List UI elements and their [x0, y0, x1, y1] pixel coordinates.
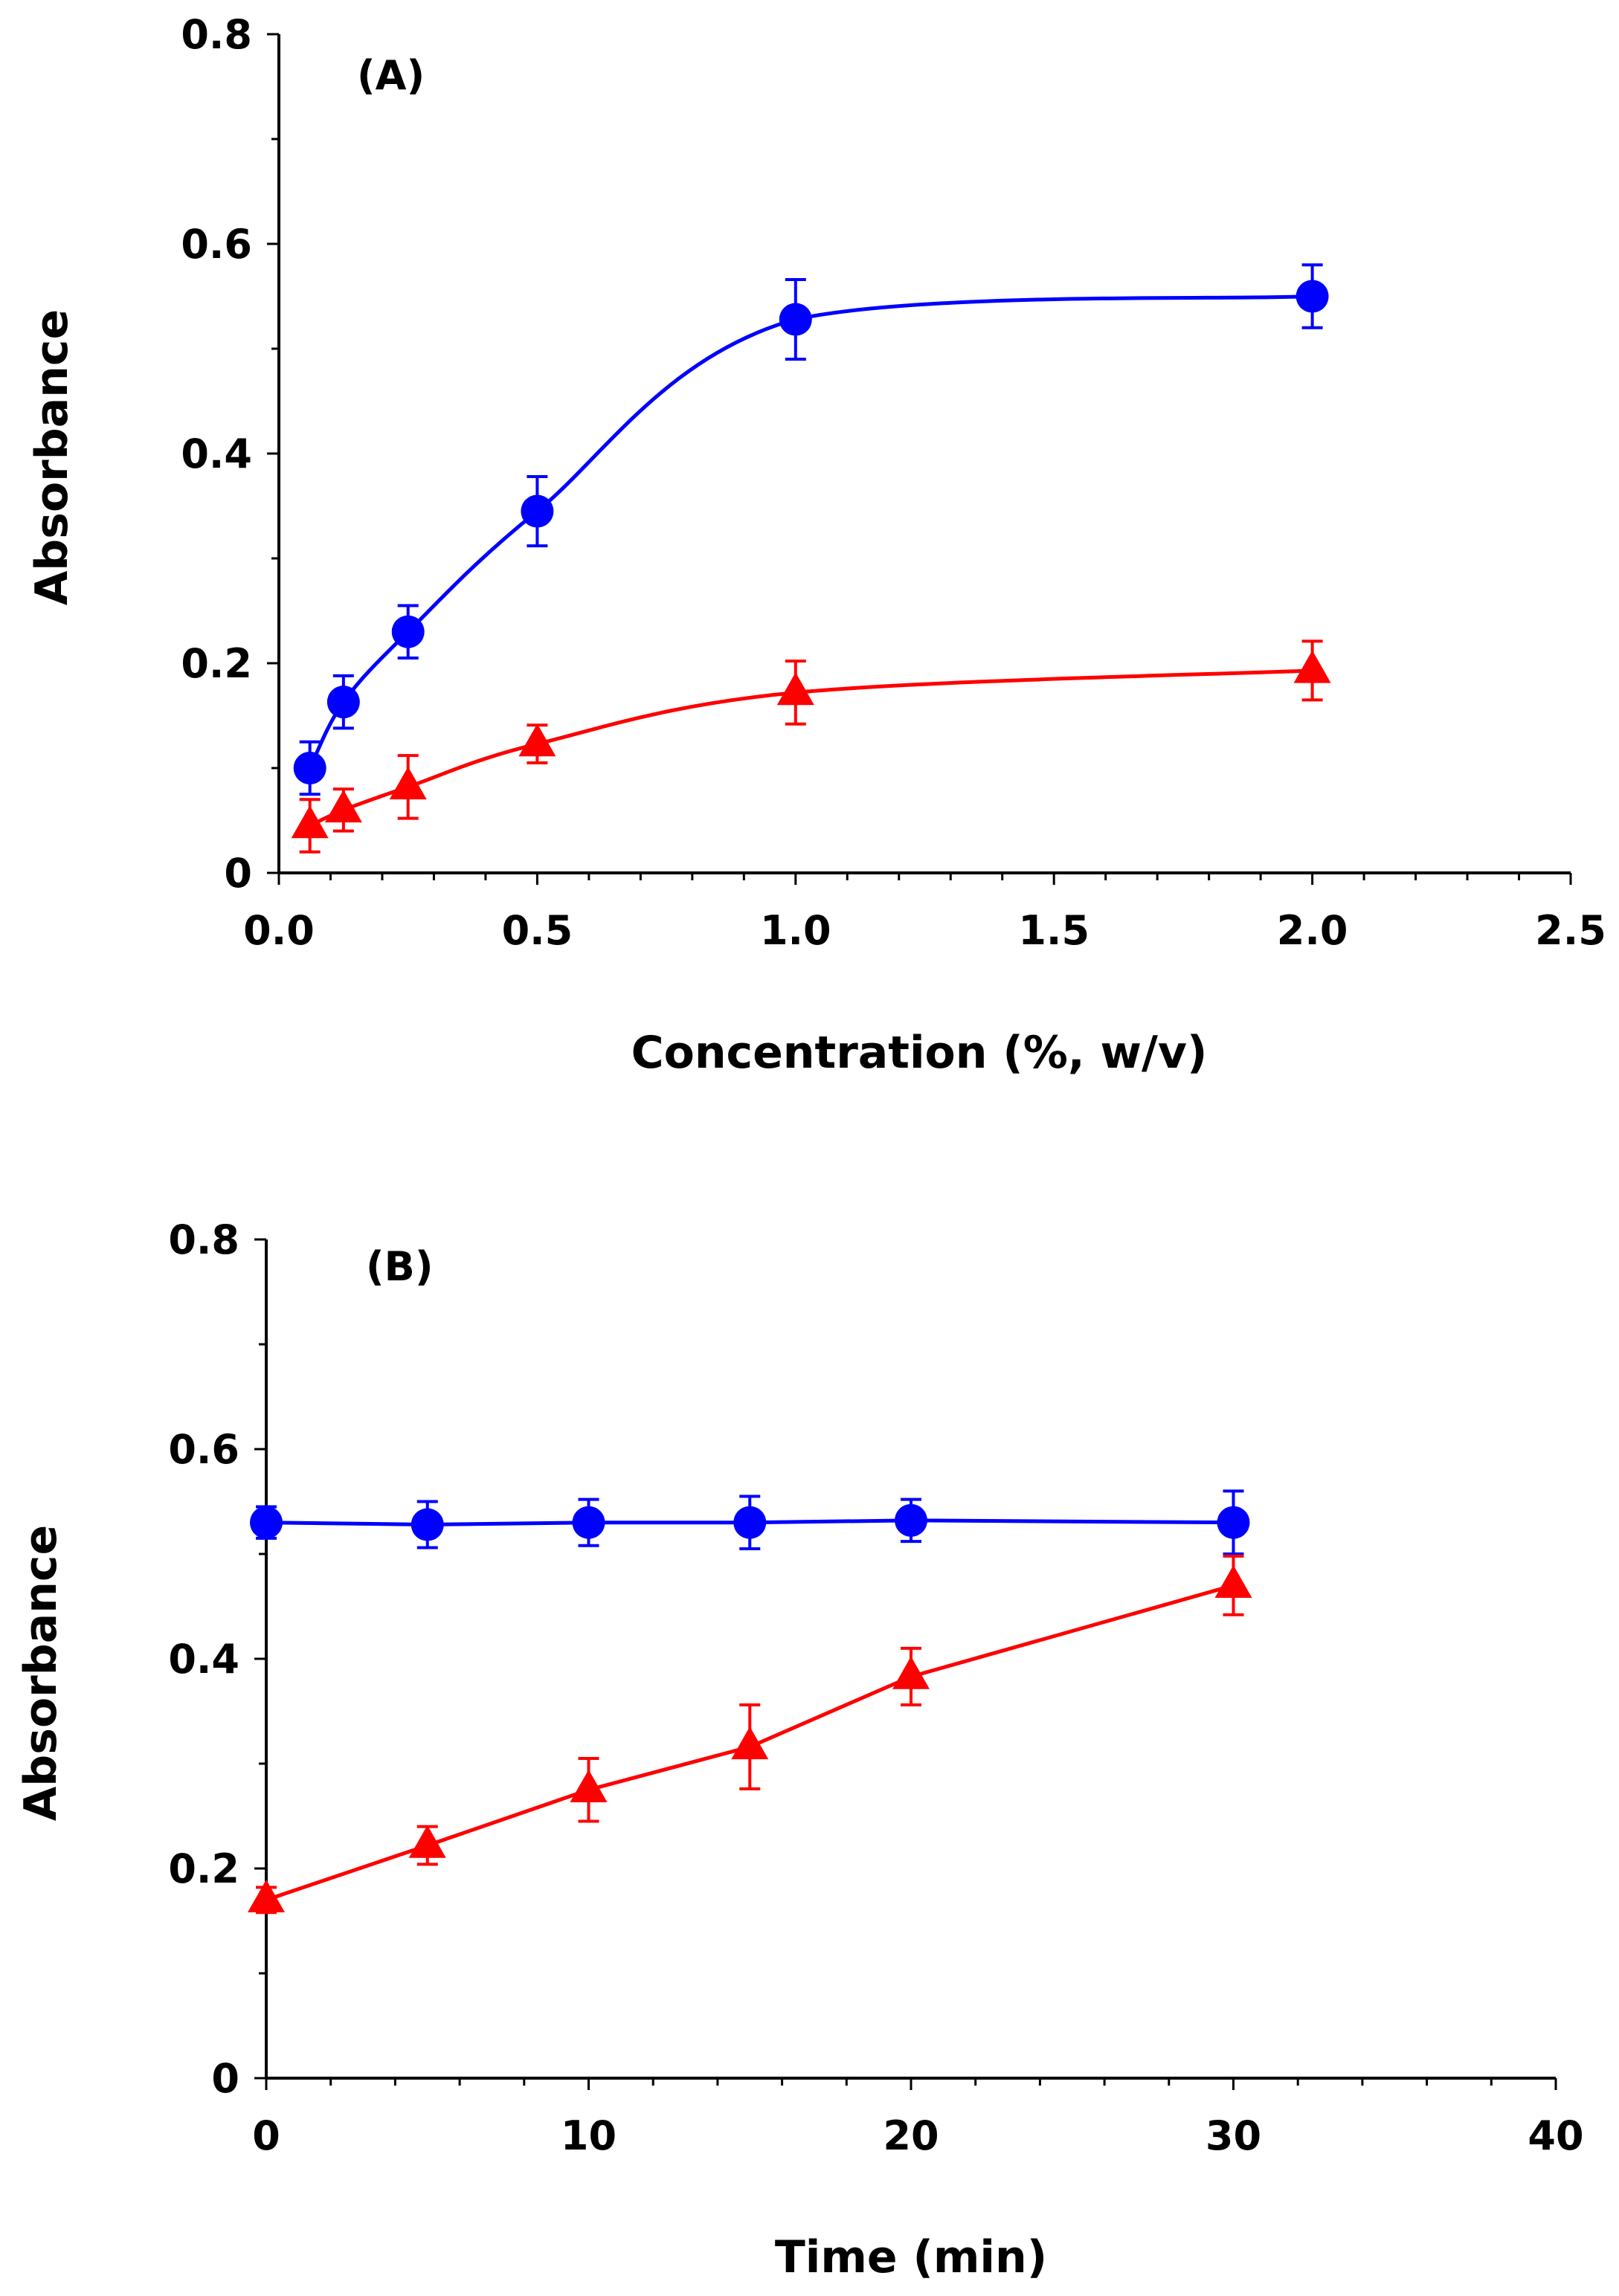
panel-b-x-tick-label: 0 — [252, 2112, 280, 2159]
panel-b-x-tick-label: 30 — [1206, 2112, 1261, 2159]
panel-a-x-tick-label: 0.0 — [243, 907, 315, 954]
panel-a-y-axis-title: Absorbance — [26, 309, 78, 605]
panel-a-triangle-data-point — [291, 805, 329, 839]
panel-b-x-tick-label: 10 — [561, 2112, 617, 2159]
panel-b-y-tick-label: 0.4 — [168, 1636, 239, 1683]
panel-a-x-tick-label: 2.5 — [1535, 907, 1606, 954]
panel-a-x-axis-title: Concentration (%, w/v) — [631, 1027, 1208, 1079]
panel-b-triangle-series-line — [265, 1583, 1235, 1902]
panel-b-y-tick-label: 0 — [211, 2055, 239, 2102]
panel-b-triangle-data-point — [892, 1656, 930, 1689]
panel-a-x-tick-label: 1.0 — [760, 907, 831, 954]
panel-b-triangle-data-point — [570, 1769, 608, 1802]
panel-b-y-tick-label: 0.6 — [168, 1426, 239, 1473]
panel-a-triangle-data-point — [324, 790, 362, 823]
panel-b-chart: (B) Time (min) Absorbance 0 0.2 0.4 0.6 0.8 0… — [15, 1216, 1584, 2283]
panel-a-triangle-series-line — [309, 668, 1313, 828]
panel-b-circle-data-point — [895, 1503, 927, 1537]
panel-a-triangle-data-point — [776, 672, 814, 706]
panel-a-triangle-data-point — [1293, 650, 1331, 683]
panel-a-x-tick-label: 1.5 — [1018, 907, 1089, 954]
panel-a-y-tick-label: 0.6 — [181, 221, 252, 268]
panel-b-triangle-data-point — [248, 1880, 285, 1913]
panel-b-y-axis-title: Absorbance — [15, 1525, 67, 1821]
panel-a-circle-data-point — [779, 303, 812, 336]
panel-a-circle-data-point — [391, 615, 425, 648]
panel-a-triangle-data-point — [389, 767, 427, 800]
panel-a-circle-data-point — [293, 752, 326, 784]
panel-b-triangle-data-point — [731, 1726, 769, 1760]
panel-a-circle-data-point — [326, 686, 360, 719]
panel-b-circle-data-point — [572, 1506, 605, 1539]
panel-b-label: (B) — [366, 1243, 434, 1290]
panel-b-circle-series-line — [265, 1518, 1234, 1527]
panel-b-triangle-data-point — [1214, 1565, 1252, 1599]
panel-a-y-tick-label: 0.8 — [181, 11, 252, 58]
panel-b-triangle-data-point — [408, 1825, 446, 1858]
panel-a-y-tick-label: 0.4 — [181, 430, 252, 477]
panel-a-circle-data-point — [1295, 280, 1329, 313]
panel-b-circle-data-point — [250, 1506, 283, 1539]
panel-b-x-axis-title: Time (min) — [775, 2231, 1047, 2283]
panel-b-y-tick-label: 0.2 — [168, 1845, 239, 1892]
panel-a-chart: (A) Concentration (%, w/v) Absorbance 0 0… — [26, 11, 1606, 1079]
panel-a-label: (A) — [357, 52, 425, 99]
panel-a-x-tick-label: 0.5 — [502, 907, 573, 954]
panel-b-y-tick-label: 0.8 — [168, 1216, 239, 1263]
panel-a-x-tick-label: 2.0 — [1277, 907, 1348, 954]
panel-a-triangle-data-point — [518, 723, 556, 757]
panel-a-y-tick-label: 0 — [224, 850, 252, 897]
panel-b-circle-data-point — [733, 1506, 767, 1539]
panel-a-circle-data-point — [521, 494, 554, 528]
panel-a-y-tick-label: 0.2 — [181, 640, 252, 687]
panel-b-x-tick-label: 40 — [1528, 2112, 1583, 2159]
panel-b-circle-data-point — [1217, 1506, 1250, 1539]
panel-b-circle-data-point — [411, 1508, 444, 1541]
panel-b-x-tick-label: 20 — [883, 2112, 939, 2159]
